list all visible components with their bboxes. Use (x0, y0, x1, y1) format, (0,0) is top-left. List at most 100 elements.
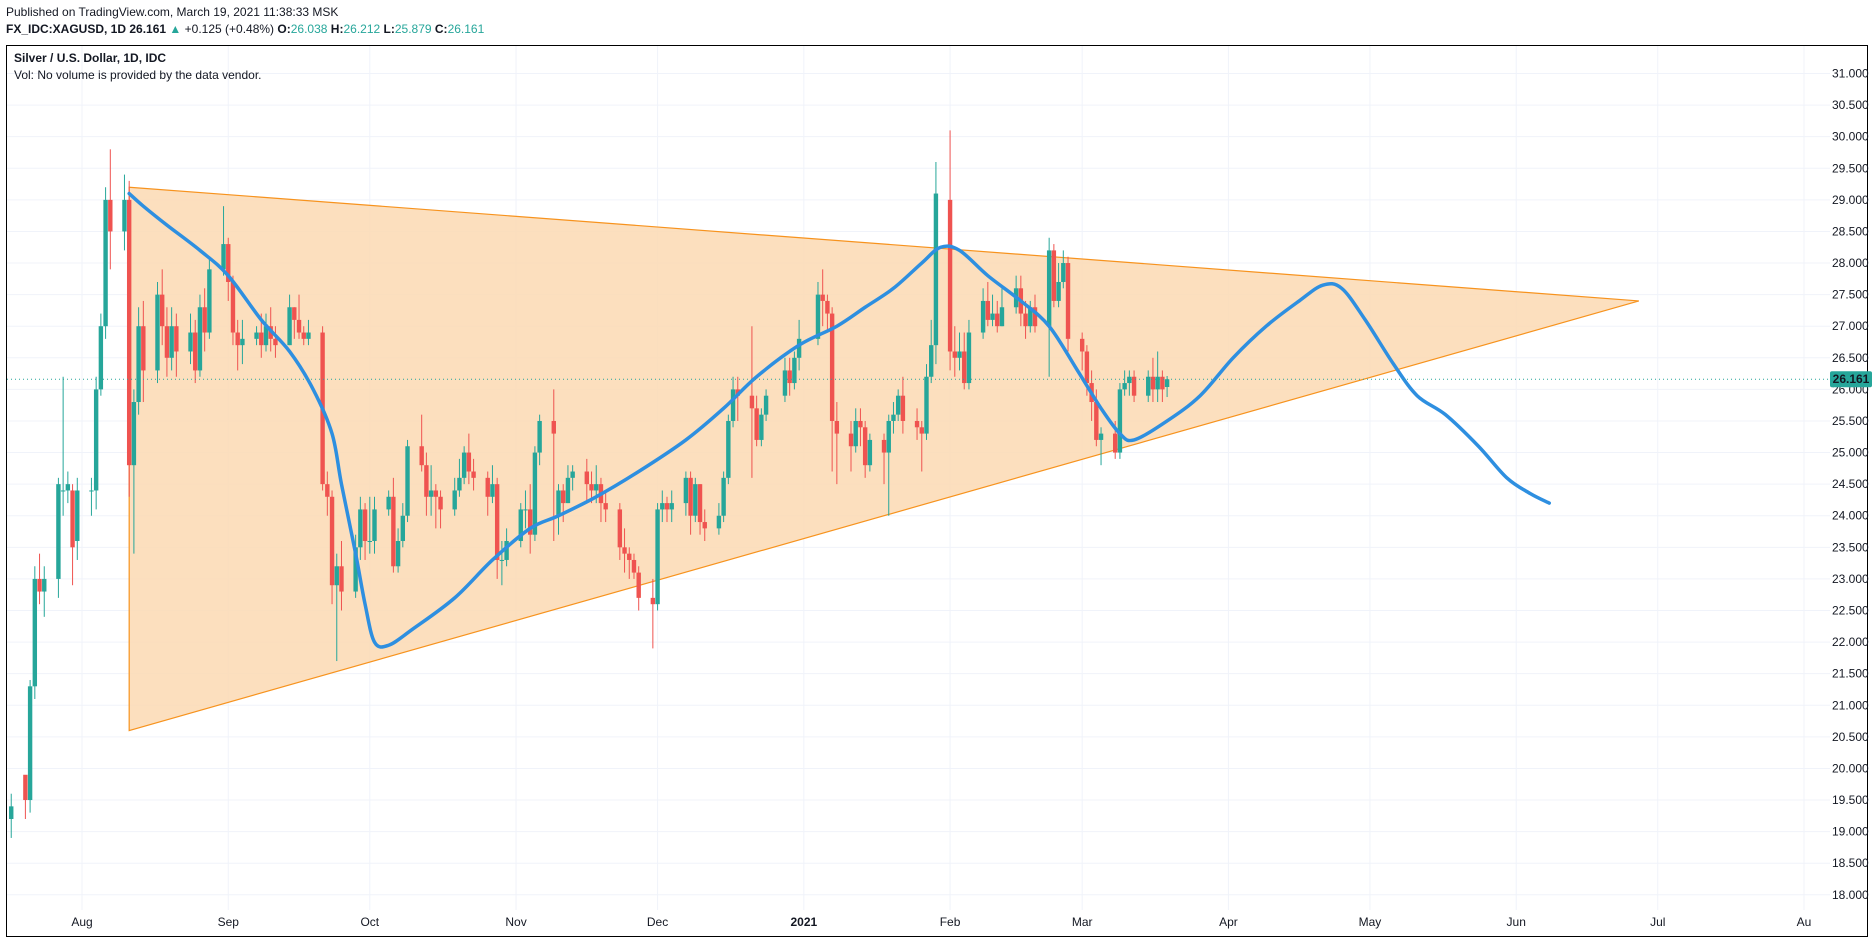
candle-up (523, 509, 528, 511)
candle-down (391, 496, 396, 567)
candle-down (1051, 250, 1057, 301)
y-tick-label: 19.500 (1832, 793, 1869, 807)
candle-up (169, 326, 174, 358)
candle-up (1155, 376, 1160, 390)
candle-down (848, 433, 854, 447)
y-tick-label: 19.000 (1832, 825, 1869, 839)
candle-up (895, 395, 901, 415)
candle-down (108, 199, 113, 232)
candle-up (75, 490, 80, 542)
candle-up (353, 547, 358, 592)
candle-down (561, 490, 566, 504)
candle-up (763, 395, 769, 415)
y-tick-label: 21.500 (1832, 667, 1869, 681)
candle-down (584, 471, 590, 485)
candle-up (957, 351, 962, 358)
symbol-label: FX_IDC:XAGUSD, 1D (6, 22, 127, 36)
candle-down (1094, 402, 1099, 440)
candle-up (721, 477, 726, 516)
y-tick-label: 30.000 (1832, 130, 1869, 144)
candle-down (631, 559, 637, 573)
candle-down (1079, 338, 1085, 352)
candle-down (419, 446, 424, 466)
ohlc-line: FX_IDC:XAGUSD, 1D 26.161 ▲ +0.125 (+0.48… (6, 21, 484, 38)
candle-up (730, 389, 736, 421)
candle-down (664, 503, 670, 510)
candle-down (1023, 313, 1028, 327)
y-tick-label: 29.500 (1832, 161, 1869, 175)
candle-down (1113, 433, 1118, 453)
candle-up (1028, 307, 1033, 327)
high-label: H: (330, 22, 344, 36)
candle-down (754, 408, 759, 440)
y-tick-label: 31.000 (1832, 67, 1869, 81)
y-tick-label: 23.500 (1832, 540, 1869, 554)
candle-down (947, 199, 953, 352)
last-price-tag-label: 26.161 (1833, 372, 1870, 386)
candle-down (617, 509, 623, 548)
candle-down (424, 465, 429, 497)
candle-up (933, 193, 939, 346)
candle-down (551, 420, 556, 434)
candle-up (815, 294, 821, 339)
close-label: C: (434, 22, 448, 36)
candle-up (693, 484, 698, 516)
series-title: Silver / U.S. Dollar, 1D, IDC (14, 51, 167, 65)
candle-up (886, 420, 891, 453)
candle-up (716, 515, 722, 529)
candle-down (259, 332, 264, 346)
candle-down (589, 484, 594, 491)
candle-down (296, 319, 302, 333)
y-tick-label: 21.000 (1832, 698, 1869, 712)
candle-up (334, 566, 339, 586)
candle-up (1061, 263, 1066, 282)
candle-up (929, 345, 934, 377)
candles (9, 130, 1170, 838)
low-value: 25.879 (394, 22, 432, 36)
candle-down (985, 300, 991, 320)
candle-up (197, 307, 203, 371)
candle-down (292, 307, 297, 320)
candle-down (627, 553, 632, 560)
candle-up (655, 509, 660, 605)
published-line: Published on TradingView.com, March 19, … (6, 5, 339, 19)
candle-down (858, 420, 863, 428)
candle-up (386, 496, 391, 510)
y-tick-label: 27.000 (1832, 319, 1869, 333)
candle-down (829, 313, 835, 421)
y-tick-label: 23.000 (1832, 572, 1869, 586)
volume-note: Vol: No volume is provided by the data v… (14, 68, 262, 82)
chart-legend: Silver / U.S. Dollar, 1D, IDC Vol: No vo… (14, 50, 261, 84)
change-value: +0.125 (+0.48%) (184, 22, 275, 36)
candle-up (32, 578, 38, 687)
candle-up (428, 490, 434, 497)
candle-down (1150, 376, 1156, 390)
candle-down (697, 484, 703, 523)
candle-down (952, 351, 957, 358)
time-axis[interactable]: Aug Sep Oct Nov Dec 2021 Feb Mar Apr May Jun Jul Au (71, 915, 1811, 929)
x-tick-label: Feb (940, 915, 961, 929)
candle-down (650, 597, 656, 605)
candle-down (622, 547, 627, 554)
candle-down (919, 427, 924, 434)
y-tick-label: 20.000 (1832, 761, 1869, 775)
candle-up (1056, 281, 1061, 301)
x-tick-label: May (1359, 915, 1382, 929)
candle-up (89, 490, 94, 492)
candle-down (70, 490, 75, 548)
candle-up (660, 503, 665, 510)
candle-down (914, 420, 920, 428)
y-tick-label: 30.500 (1832, 98, 1869, 112)
candle-down (160, 294, 165, 327)
candle-down (702, 522, 707, 529)
price-axis[interactable]: 18.000 18.500 19.000 19.500 20.000 20.500 21.0… (1832, 67, 1869, 902)
candle-up (867, 439, 873, 466)
candle-up (461, 452, 467, 478)
candle-up (254, 332, 259, 339)
open-label: O: (277, 22, 291, 36)
candle-down (273, 338, 278, 346)
candle-down (301, 332, 306, 339)
candle-up (358, 509, 363, 548)
candle-down (164, 326, 170, 358)
